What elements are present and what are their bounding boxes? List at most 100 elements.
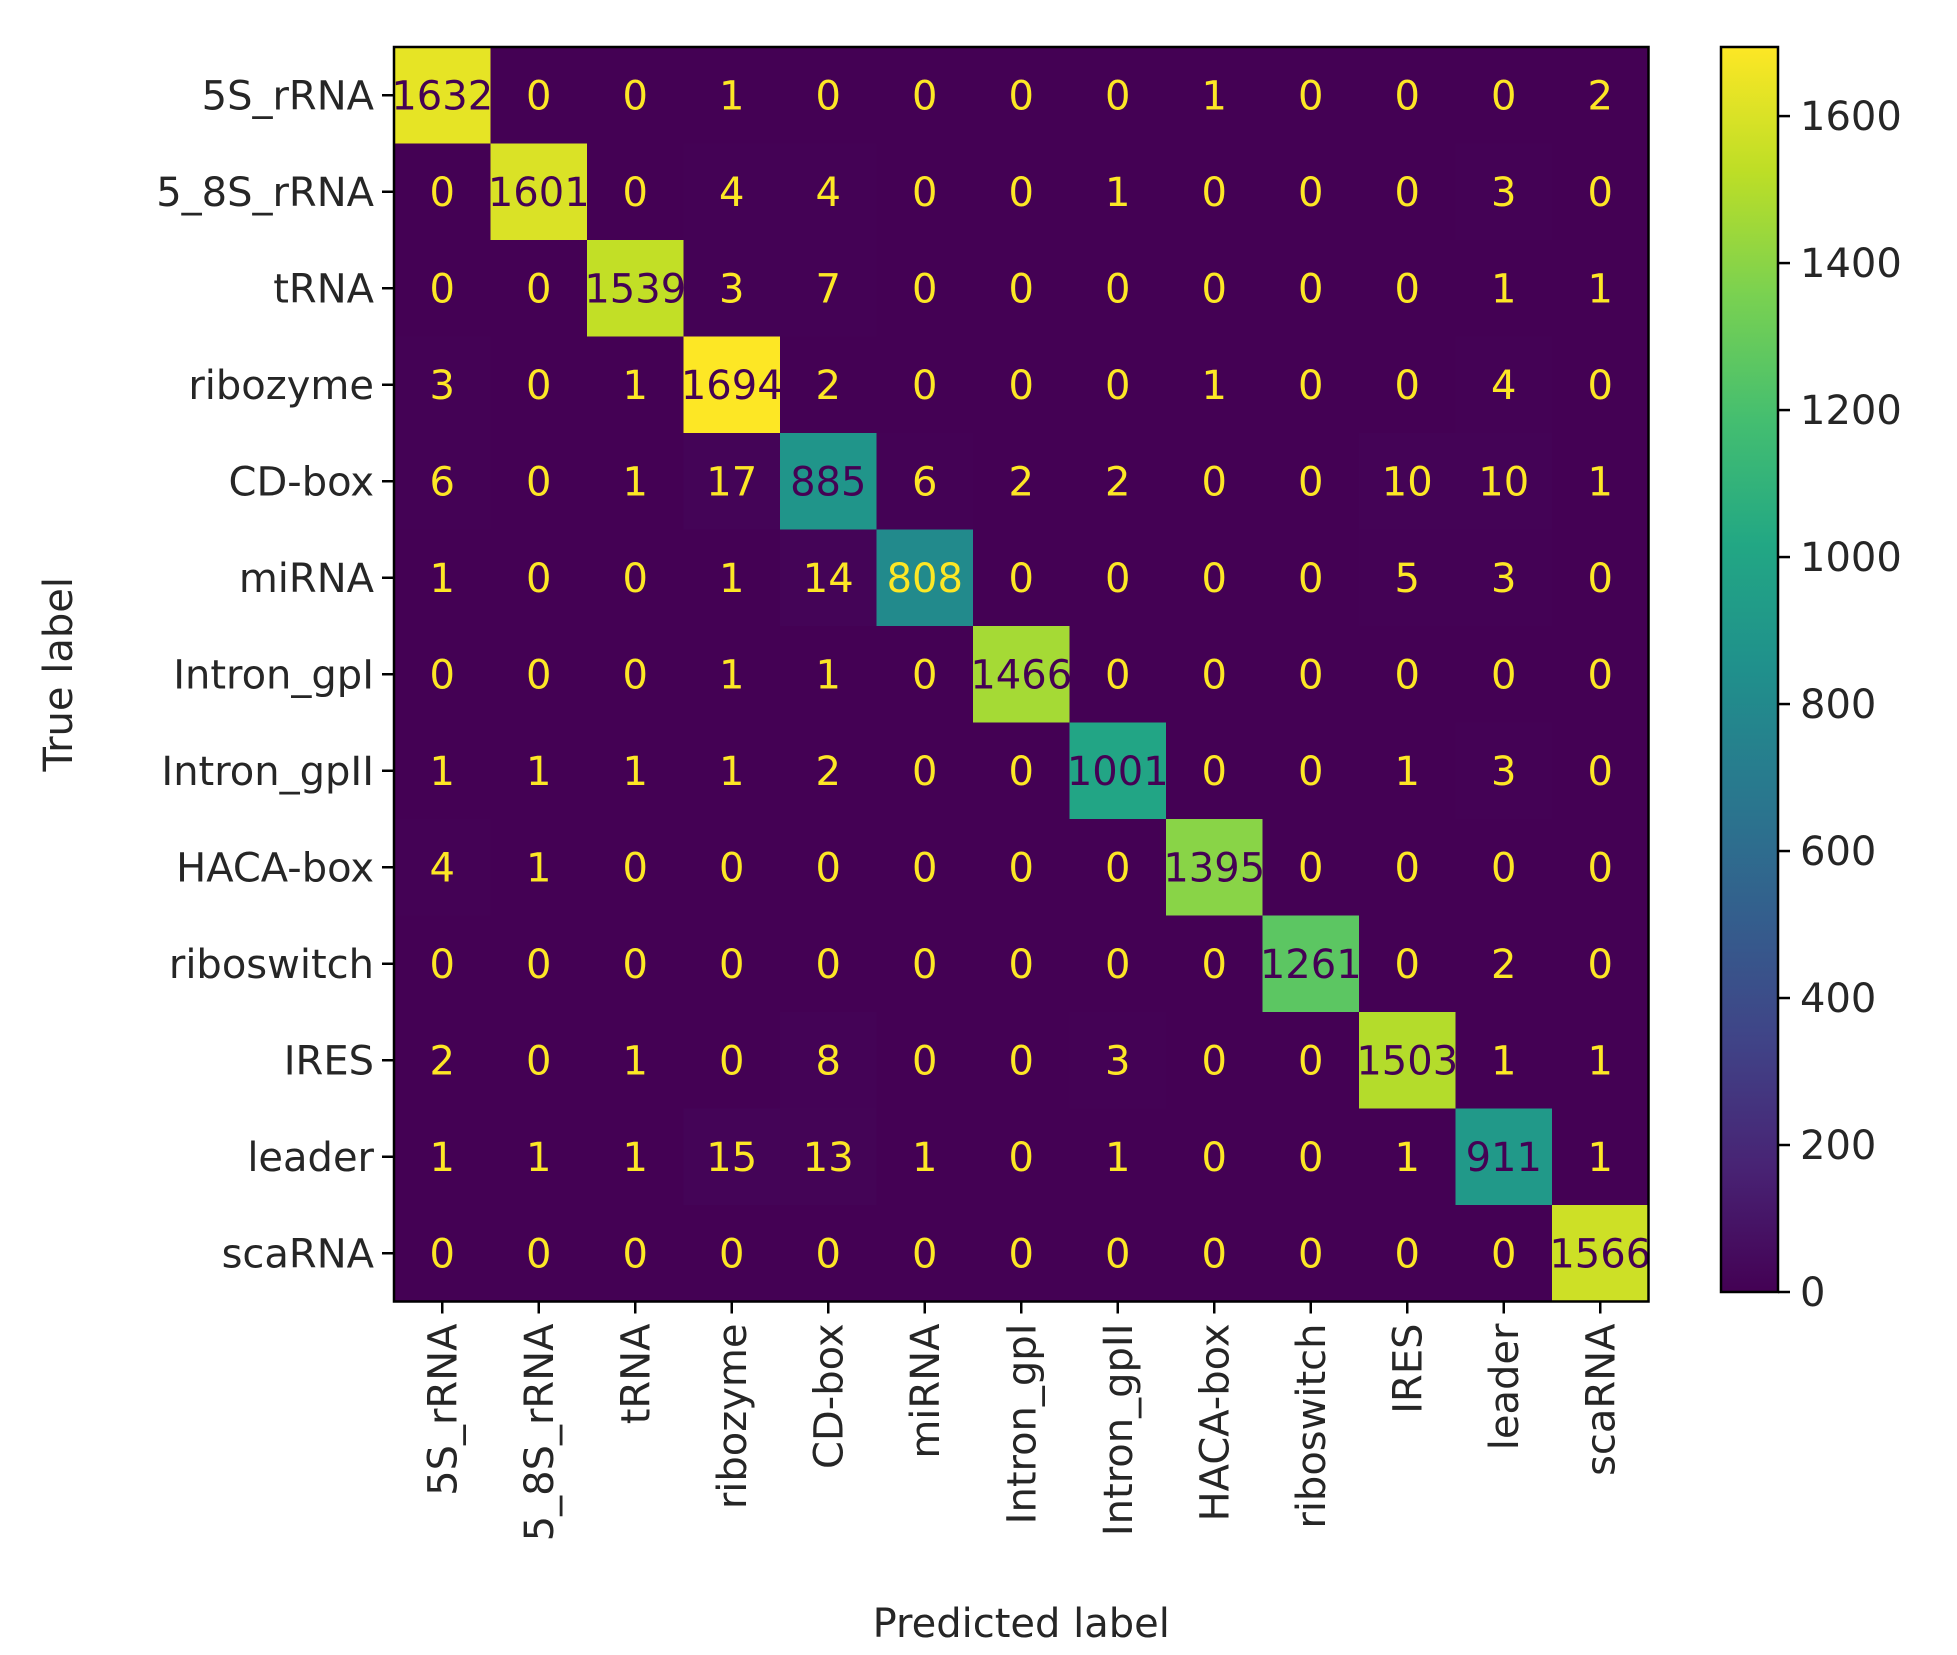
cell-value-label: 0 xyxy=(1009,749,1034,795)
heatmap-cell xyxy=(1359,143,1457,241)
colorbar-tick-label: 800 xyxy=(1800,682,1876,728)
cell-value-label: 6 xyxy=(912,459,937,505)
heatmap-cell xyxy=(683,47,781,145)
cell-value-label: 808 xyxy=(887,556,963,602)
heatmap-cell xyxy=(780,240,878,338)
heatmap-cell xyxy=(394,1205,492,1303)
cell-value-label: 1466 xyxy=(970,652,1072,698)
heatmap-cell xyxy=(1069,1012,1167,1110)
cell-value-label: 0 xyxy=(1202,1231,1227,1277)
heatmap-cell xyxy=(683,626,781,724)
x-tick-label: 5S_rRNA xyxy=(420,1323,466,1496)
heatmap-cell xyxy=(394,915,492,1013)
heatmap-cell xyxy=(876,143,974,241)
cell-value-label: 1 xyxy=(430,749,455,795)
heatmap-cell xyxy=(876,1108,974,1206)
cell-value-label: 1 xyxy=(1202,363,1227,409)
heatmap-cell xyxy=(683,722,781,820)
cell-value-label: 0 xyxy=(526,266,551,312)
x-tick-label: riboswitch xyxy=(1289,1324,1335,1529)
cell-value-label: 1 xyxy=(1588,459,1613,505)
heatmap-cell xyxy=(1455,433,1553,531)
heatmap-cell xyxy=(1069,626,1167,724)
cell-value-label: 1 xyxy=(623,749,648,795)
heatmap-cell xyxy=(780,1012,878,1110)
cell-value-label: 2 xyxy=(430,1038,455,1084)
cell-value-label: 1632 xyxy=(391,73,493,119)
cell-value-label: 1 xyxy=(623,1135,648,1181)
cell-value-label: 0 xyxy=(912,1038,937,1084)
heatmap-cell xyxy=(876,240,974,338)
cell-value-label: 1 xyxy=(1491,266,1516,312)
heatmap-cell xyxy=(394,722,492,820)
heatmap-cell xyxy=(1359,626,1457,724)
cell-value-label: 0 xyxy=(430,942,455,988)
cell-value-label: 0 xyxy=(719,1231,744,1277)
heatmap-cell xyxy=(780,433,878,531)
cell-value-label: 3 xyxy=(1105,1038,1130,1084)
heatmap-cell xyxy=(1069,819,1167,917)
heatmap-cell xyxy=(587,143,685,241)
heatmap-cell xyxy=(876,1012,974,1110)
heatmap-cell xyxy=(1069,722,1167,820)
heatmap-cell xyxy=(973,47,1071,145)
cell-value-label: 0 xyxy=(1298,749,1323,795)
heatmap-cell xyxy=(1069,1205,1167,1303)
cell-value-label: 1 xyxy=(1202,73,1227,119)
cell-value-label: 0 xyxy=(1105,363,1130,409)
heatmap-cell xyxy=(1455,915,1553,1013)
cell-value-label: 0 xyxy=(1105,556,1130,602)
y-tick-label: Intron_gpII xyxy=(161,749,374,795)
cell-value-label: 1 xyxy=(526,1135,551,1181)
colorbar xyxy=(1719,45,1780,1294)
cell-value-label: 1 xyxy=(430,556,455,602)
heatmap-cell xyxy=(780,1205,878,1303)
cell-value-label: 10 xyxy=(1478,459,1529,505)
x-tick-label: 5_8S_rRNA xyxy=(517,1323,563,1541)
heatmap-cell xyxy=(683,336,781,434)
heatmap-cell xyxy=(876,47,974,145)
heatmap-cell xyxy=(1552,143,1650,241)
cell-value-label: 0 xyxy=(430,170,455,216)
cell-value-label: 0 xyxy=(1009,556,1034,602)
heatmap-cell xyxy=(1359,1012,1457,1110)
cell-value-label: 0 xyxy=(816,73,841,119)
heatmap-cell xyxy=(973,722,1071,820)
cell-value-label: 0 xyxy=(1395,942,1420,988)
heatmap-cell xyxy=(394,240,492,338)
cell-value-label: 0 xyxy=(623,73,648,119)
colorbar-tick-label: 1400 xyxy=(1800,241,1902,287)
cell-value-label: 1 xyxy=(526,749,551,795)
cell-value-label: 1 xyxy=(1395,749,1420,795)
cell-value-label: 0 xyxy=(1009,73,1034,119)
heatmap-cell xyxy=(394,819,492,917)
heatmap-cell xyxy=(587,240,685,338)
x-tick-label: miRNA xyxy=(903,1323,949,1459)
heatmap-cell xyxy=(780,143,878,241)
heatmap-cell xyxy=(780,336,878,434)
heatmap-cell xyxy=(1455,143,1553,241)
heatmap-cell xyxy=(1359,47,1457,145)
heatmap-cell xyxy=(1069,143,1167,241)
cell-value-label: 0 xyxy=(1588,363,1613,409)
cell-value-label: 1566 xyxy=(1549,1231,1651,1277)
cell-value-label: 1 xyxy=(623,363,648,409)
heatmap-cell xyxy=(1455,722,1553,820)
cell-value-label: 14 xyxy=(803,556,854,602)
cell-value-label: 0 xyxy=(1395,652,1420,698)
heatmap-cell xyxy=(876,819,974,917)
heatmap-cell xyxy=(876,529,974,627)
heatmap-cell xyxy=(587,47,685,145)
cell-value-label: 0 xyxy=(1298,363,1323,409)
heatmap-cell xyxy=(587,336,685,434)
cell-value-label: 0 xyxy=(1202,652,1227,698)
cell-value-label: 1 xyxy=(1105,1135,1130,1181)
heatmap-cell xyxy=(490,1108,588,1206)
y-axis-title: True label xyxy=(36,577,82,772)
heatmap-cell xyxy=(1166,47,1264,145)
cell-value-label: 0 xyxy=(526,942,551,988)
cell-value-label: 0 xyxy=(1491,652,1516,698)
heatmap-cell xyxy=(876,626,974,724)
heatmap-cell xyxy=(876,433,974,531)
y-tick-label: tRNA xyxy=(273,266,374,312)
